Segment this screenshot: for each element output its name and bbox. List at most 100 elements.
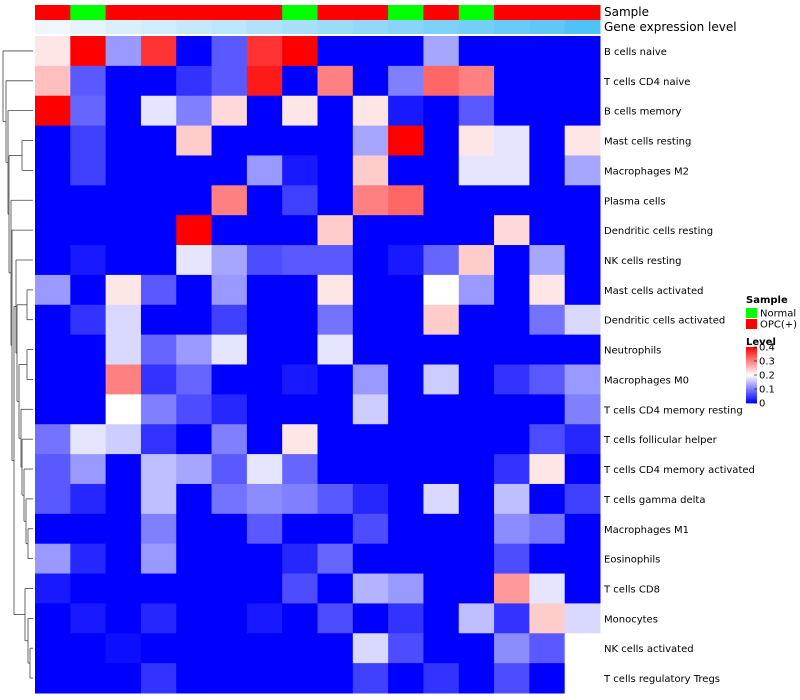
legend-level-gradient-segment [746,383,757,386]
heatmap-cell [70,155,107,186]
heatmap-cell [105,663,142,694]
heatmap-cell [140,543,177,575]
heatmap-cell [246,185,283,216]
heatmap-cell [35,633,71,664]
heatmap-cell [388,215,424,246]
row-label: NK cells activated [604,644,694,655]
row-label: Macrophages M1 [604,525,689,536]
heatmap-cell [423,633,460,664]
heatmap-cell [529,245,566,276]
heatmap-cell [282,185,318,216]
heatmap-cell [282,663,318,694]
legend-sample-title: Sample [746,295,788,306]
heatmap-cell [494,633,530,664]
heatmap-cell [176,125,213,156]
legend-level-gradient-segment [746,382,757,384]
heatmap-cell [140,155,177,186]
heatmap-cell [494,65,530,97]
sample-annotation-cell [388,5,424,20]
heatmap-cell [211,663,248,694]
heatmap-cell [246,483,283,515]
heatmap-cell [317,513,354,545]
heatmap-cell [246,394,283,425]
heatmap-cell [176,424,213,455]
heatmap-cell [458,304,495,336]
sample-annotation-cell [246,5,283,20]
sample-annotation-cell [352,5,389,20]
heatmap-cell [211,573,248,604]
heatmap-cell [246,95,283,127]
heatmap-cell [282,394,318,425]
heatmap-cell [35,364,71,395]
heatmap-cell [388,185,424,216]
heatmap-cell [176,513,213,545]
heatmap-cell [35,334,71,365]
heatmap-cell [388,36,424,67]
heatmap-cell [352,454,389,485]
legend-level-gradient-segment [746,394,757,397]
heatmap-cell [246,334,283,365]
legend-level-gradient-segment [746,379,757,381]
heatmap-cell [458,483,495,515]
legend-level-gradient-segment [746,396,757,398]
heatmap-cell [458,185,495,216]
legend-level-gradient-segment [746,389,757,391]
heatmap-cell [529,364,566,395]
heatmap-cell [352,573,389,604]
heatmap-cell [458,364,495,395]
heatmap-cell [317,483,354,515]
heatmap-cell [35,36,71,67]
heatmap-cell [458,95,495,127]
legend-level-gradient-segment [746,397,757,400]
heatmap-cell [529,274,566,306]
legend-level-gradient-segment [746,352,757,355]
heatmap-cell [211,603,248,634]
heatmap-cell [140,36,177,67]
heatmap-cell [423,215,460,246]
heatmap-cell [458,543,495,575]
sample-annotation-cell [494,5,530,20]
legend-level-gradient-segment [746,391,757,394]
heatmap-cell [282,424,318,455]
heatmap-cell [494,185,530,216]
heatmap-cell [494,36,530,67]
heatmap-cell [529,513,566,545]
heatmap-cell [282,364,318,395]
heatmap-cell [246,603,283,634]
heatmap-cell [282,125,318,156]
heatmap-cell [246,155,283,186]
heatmap-cell [352,65,389,97]
legend-level-gradient-segment [746,369,757,372]
heatmap-cell [35,513,71,545]
heatmap-cell [176,394,213,425]
heatmap-cell [70,603,107,634]
heatmap-cell [35,95,71,127]
heatmap-cell [282,603,318,634]
heatmap-cell [423,274,460,306]
heatmap-cell [564,215,601,246]
legend-level-tick-label: 0.2 [759,371,775,382]
heatmap-cell [529,633,566,664]
heatmap-cell [105,394,142,425]
heatmap-cell [494,125,530,156]
row-label: Eosinophils [604,555,660,566]
heatmap-cell [494,663,530,694]
sample-annotation-cell [529,5,566,20]
heatmap-cell [494,95,530,127]
heatmap-cell [317,364,354,395]
heatmap-cell [35,215,71,246]
sample-annotation-cell [564,5,601,20]
heatmap-cell [458,334,495,365]
heatmap-cell [317,95,354,127]
sample-annotation-cell [140,5,177,20]
heatmap-cell [140,454,177,485]
heatmap-cell [282,245,318,276]
level-annotation-cell [140,20,177,34]
legend-level-gradient-segment [746,351,757,353]
heatmap-cell [529,424,566,455]
legend-level-gradient-segment [746,387,757,390]
row-label: Macrophages M0 [604,375,689,386]
heatmap-cell [388,573,424,604]
heatmap-cell [494,245,530,276]
heatmap-cell [140,245,177,276]
